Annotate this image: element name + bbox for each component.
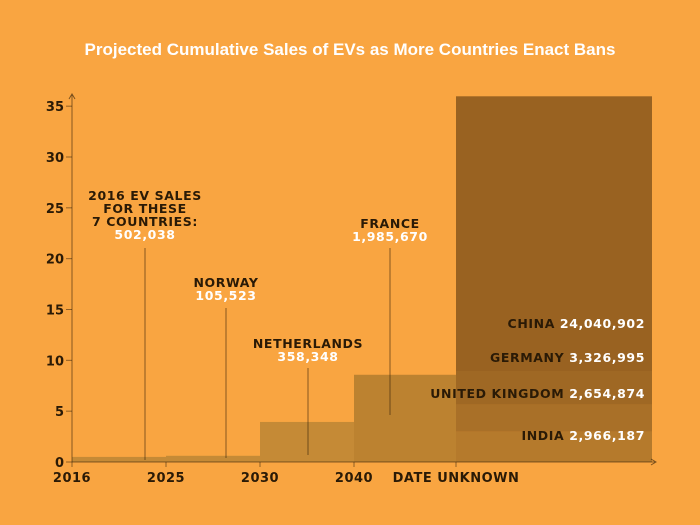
callout-value: 105,523 xyxy=(195,288,256,303)
layer-germany xyxy=(456,371,652,405)
layer-value: 3,326,995 xyxy=(569,350,645,365)
x-tick-label: 2030 xyxy=(241,471,279,486)
chart-title: Projected Cumulative Sales of EVs as Mor… xyxy=(85,40,616,59)
callout-leaders xyxy=(144,248,391,460)
callout-label: 2016 EV SALES xyxy=(88,188,202,203)
y-tick-label: 15 xyxy=(46,304,64,319)
step-area-1 xyxy=(166,455,260,462)
y-tick-label: 35 xyxy=(46,100,64,115)
layer-value: 24,040,902 xyxy=(560,316,645,331)
callout-label: FRANCE xyxy=(360,216,420,231)
layer-country: GERMANY xyxy=(490,350,569,365)
y-tick-label: 5 xyxy=(55,405,64,420)
callout-label: 7 COUNTRIES: xyxy=(92,214,198,229)
layer-country: UNITED KINGDOM xyxy=(430,386,569,401)
callout-label: FOR THESE xyxy=(103,201,187,216)
x-tick-label: DATE UNKNOWN xyxy=(393,471,520,486)
layer-label: INDIA 2,966,187 xyxy=(521,428,645,443)
layer-label: GERMANY 3,326,995 xyxy=(490,350,645,365)
layer-label: CHINA 24,040,902 xyxy=(508,316,645,331)
y-tick-label: 10 xyxy=(46,354,64,369)
callout-value: 358,348 xyxy=(277,349,338,364)
callout-value: 502,038 xyxy=(114,227,175,242)
layer-labels: INDIA 2,966,187 UNITED KINGDOM 2,654,874 G… xyxy=(430,316,645,443)
layer-india xyxy=(456,431,652,462)
step-area-2 xyxy=(260,421,354,462)
y-tick-label: 0 xyxy=(55,456,64,471)
x-axis-arrow-icon xyxy=(650,458,657,466)
x-tick-label: 2040 xyxy=(335,471,373,486)
layer-united-kingdom xyxy=(456,404,652,432)
layer-country: INDIA xyxy=(521,428,569,443)
layer-country: CHINA xyxy=(508,316,560,331)
step-area-3 xyxy=(354,374,456,462)
step-area-0 xyxy=(72,456,166,462)
x-tick-label: 2025 xyxy=(147,471,185,486)
y-axis-arrow-icon xyxy=(68,93,76,100)
y-ticks: 0 5 10 15 20 25 30 35 xyxy=(46,100,72,471)
layer-value: 2,966,187 xyxy=(569,428,645,443)
axes xyxy=(68,93,657,466)
layer-label: UNITED KINGDOM 2,654,874 xyxy=(430,386,645,401)
y-tick-label: 25 xyxy=(46,202,64,217)
y-tick-label: 30 xyxy=(46,151,64,166)
x-ticks: 2016 2025 2030 2040 DATE UNKNOWN xyxy=(53,462,519,486)
x-tick-label: 2016 xyxy=(53,471,91,486)
plot-areas xyxy=(72,96,652,462)
layer-value: 2,654,874 xyxy=(569,386,645,401)
callout-value: 1,985,670 xyxy=(352,229,428,244)
callout-label: NETHERLANDS xyxy=(253,336,363,351)
callout-label: NORWAY xyxy=(193,275,258,290)
y-tick-label: 20 xyxy=(46,253,64,268)
layer-china xyxy=(456,96,652,372)
